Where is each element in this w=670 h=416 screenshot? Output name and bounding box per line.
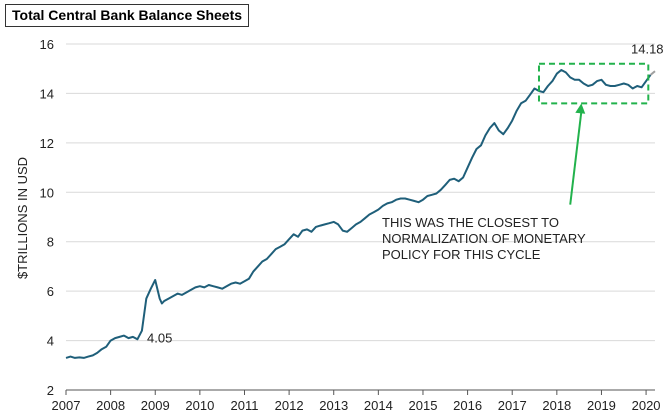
series bbox=[65, 69, 656, 359]
x-tick-label: 2020 bbox=[632, 398, 661, 413]
x-tick-label: 2017 bbox=[498, 398, 527, 413]
x-tick-label: 2016 bbox=[453, 398, 482, 413]
y-tick-label: 4 bbox=[47, 334, 54, 349]
x-tick-label: 2008 bbox=[96, 398, 125, 413]
x-tick-label: 2018 bbox=[542, 398, 571, 413]
series-end-segment bbox=[649, 70, 656, 76]
x-tick-label: 2011 bbox=[231, 398, 259, 413]
y-axis-ticks: 2 4 6 8 10 12 14 16 bbox=[40, 37, 54, 398]
y-tick-label: 8 bbox=[47, 235, 54, 250]
chart-title: Total Central Bank Balance Sheets bbox=[5, 4, 250, 27]
x-tick-label: 2012 bbox=[275, 398, 304, 413]
y-tick-label: 16 bbox=[40, 37, 54, 52]
x-tick-label: 2014 bbox=[364, 398, 393, 413]
annotation-text-line: THIS WAS THE CLOSEST TO bbox=[382, 215, 559, 230]
gridlines bbox=[66, 43, 655, 342]
y-axis-label: $TRILLIONS IN USD bbox=[15, 157, 30, 279]
annotation-text-line: POLICY FOR THIS CYCLE bbox=[382, 247, 541, 262]
x-tick-label: 2019 bbox=[587, 398, 616, 413]
x-tick-label: 2007 bbox=[52, 398, 81, 413]
x-axis-ticks: 2007 2008 2009 2010 2011 2012 2013 2014 2015 2016… bbox=[52, 398, 661, 413]
x-tick-label: 2013 bbox=[319, 398, 348, 413]
x-tick-label: 2010 bbox=[185, 398, 214, 413]
y-tick-label: 10 bbox=[40, 185, 54, 200]
axes bbox=[65, 389, 655, 395]
arrowhead bbox=[575, 103, 586, 114]
annotation-text-line: NORMALIZATION OF MONETARY bbox=[382, 231, 586, 246]
start-value-label: 4.05 bbox=[147, 331, 172, 346]
end-value-label: 14.18 bbox=[631, 41, 664, 56]
highlight-box bbox=[537, 62, 650, 105]
series-line bbox=[65, 69, 652, 359]
y-tick-label: 12 bbox=[40, 136, 54, 151]
y-tick-label: 14 bbox=[40, 86, 54, 101]
x-tick-label: 2015 bbox=[409, 398, 438, 413]
y-tick-label: 6 bbox=[47, 284, 54, 299]
annotation-arrow bbox=[569, 111, 583, 205]
y-tick-label: 2 bbox=[47, 383, 54, 398]
x-tick-label: 2009 bbox=[141, 398, 170, 413]
point-labels: 4.05 14.18 bbox=[147, 41, 664, 345]
